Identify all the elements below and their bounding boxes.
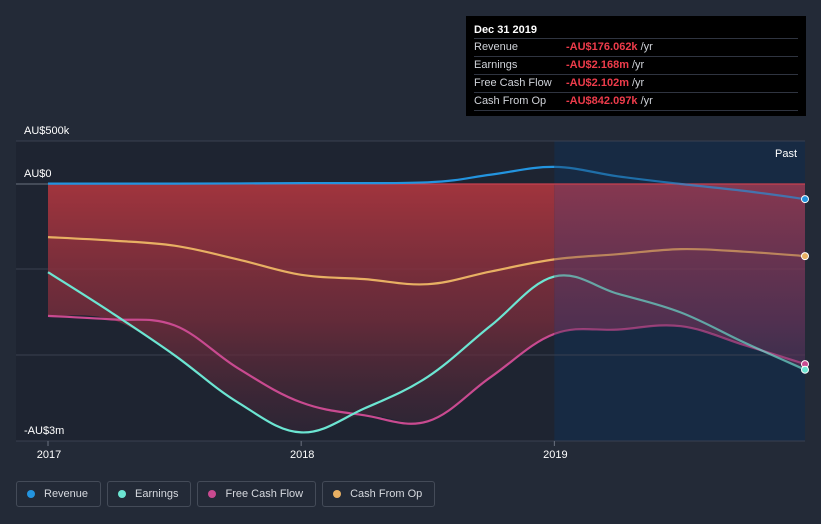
- x-tick-label: 2017: [37, 449, 61, 461]
- legend-label: Earnings: [135, 488, 179, 500]
- tooltip-label: Cash From Op: [474, 95, 547, 107]
- tooltip-panel: Dec 31 2019 Revenue -AU$176.062k /yr Ear…: [466, 16, 806, 116]
- legend-label: Free Cash Flow: [225, 488, 304, 500]
- tooltip-row-revenue: Revenue -AU$176.062k /yr: [474, 38, 798, 56]
- x-tick-label: 2018: [290, 449, 314, 461]
- tooltip-row-free-cash-flow: Free Cash Flow -AU$2.102m /yr: [474, 74, 798, 92]
- tooltip-row-cash-from-op: Cash From Op -AU$842.097k /yr: [474, 92, 798, 111]
- series-endpoint-earnings: [801, 365, 809, 374]
- series-line-free-cash-flow: [47, 314, 555, 425]
- series-endpoint-revenue: [801, 195, 809, 204]
- legend: Revenue Earnings Free Cash Flow Cash Fro…: [16, 481, 436, 507]
- cash-from-op-dot-icon: [333, 490, 342, 498]
- y-tick-label: AU$0: [24, 168, 52, 180]
- tooltip-date: Dec 31 2019: [474, 24, 537, 36]
- area-fill-past: [554, 184, 805, 370]
- legend-item-free-cash-flow[interactable]: Free Cash Flow: [197, 481, 317, 507]
- earnings-dot-icon: [118, 490, 127, 498]
- series-line-free-cash-flow-past: [554, 324, 806, 366]
- tooltip-value: -AU$2.168m: [566, 59, 629, 71]
- tooltip-unit: /yr: [631, 59, 645, 71]
- tooltip-row-earnings: Earnings -AU$2.168m /yr: [474, 56, 798, 74]
- tooltip-value: -AU$842.097k: [566, 95, 638, 107]
- legend-label: Cash From Op: [350, 488, 423, 500]
- tooltip-value: -AU$176.062k: [566, 41, 638, 53]
- tooltip-label: Free Cash Flow: [474, 77, 552, 89]
- tooltip-unit: /yr: [640, 41, 653, 53]
- series-line-cash-from-op-past: [554, 247, 806, 261]
- past-label: Past: [775, 148, 797, 160]
- series-endpoint-cash-from-op: [801, 252, 809, 261]
- series-line-cash-from-op: [47, 236, 555, 286]
- revenue-dot-icon: [27, 490, 35, 498]
- legend-label: Revenue: [44, 488, 89, 500]
- series-line-earnings: [47, 271, 555, 434]
- free-cash-flow-dot-icon: [208, 490, 217, 498]
- y-tick-label: AU$500k: [24, 125, 70, 137]
- tooltip-unit: /yr: [640, 95, 653, 107]
- tooltip-label: Earnings: [474, 59, 518, 71]
- x-tick-label: 2019: [543, 449, 567, 461]
- legend-item-earnings[interactable]: Earnings: [107, 481, 192, 507]
- series-line-revenue: [48, 165, 555, 185]
- y-tick-label: -AU$3m: [24, 425, 64, 437]
- series-line-earnings-past: [554, 274, 806, 371]
- tooltip-unit: /yr: [631, 77, 645, 89]
- legend-item-cash-from-op[interactable]: Cash From Op: [322, 481, 436, 507]
- series-line-revenue-past: [554, 165, 806, 201]
- legend-item-revenue[interactable]: Revenue: [16, 481, 102, 507]
- tooltip-label: Revenue: [474, 41, 519, 53]
- tooltip-value: -AU$2.102m: [566, 77, 629, 89]
